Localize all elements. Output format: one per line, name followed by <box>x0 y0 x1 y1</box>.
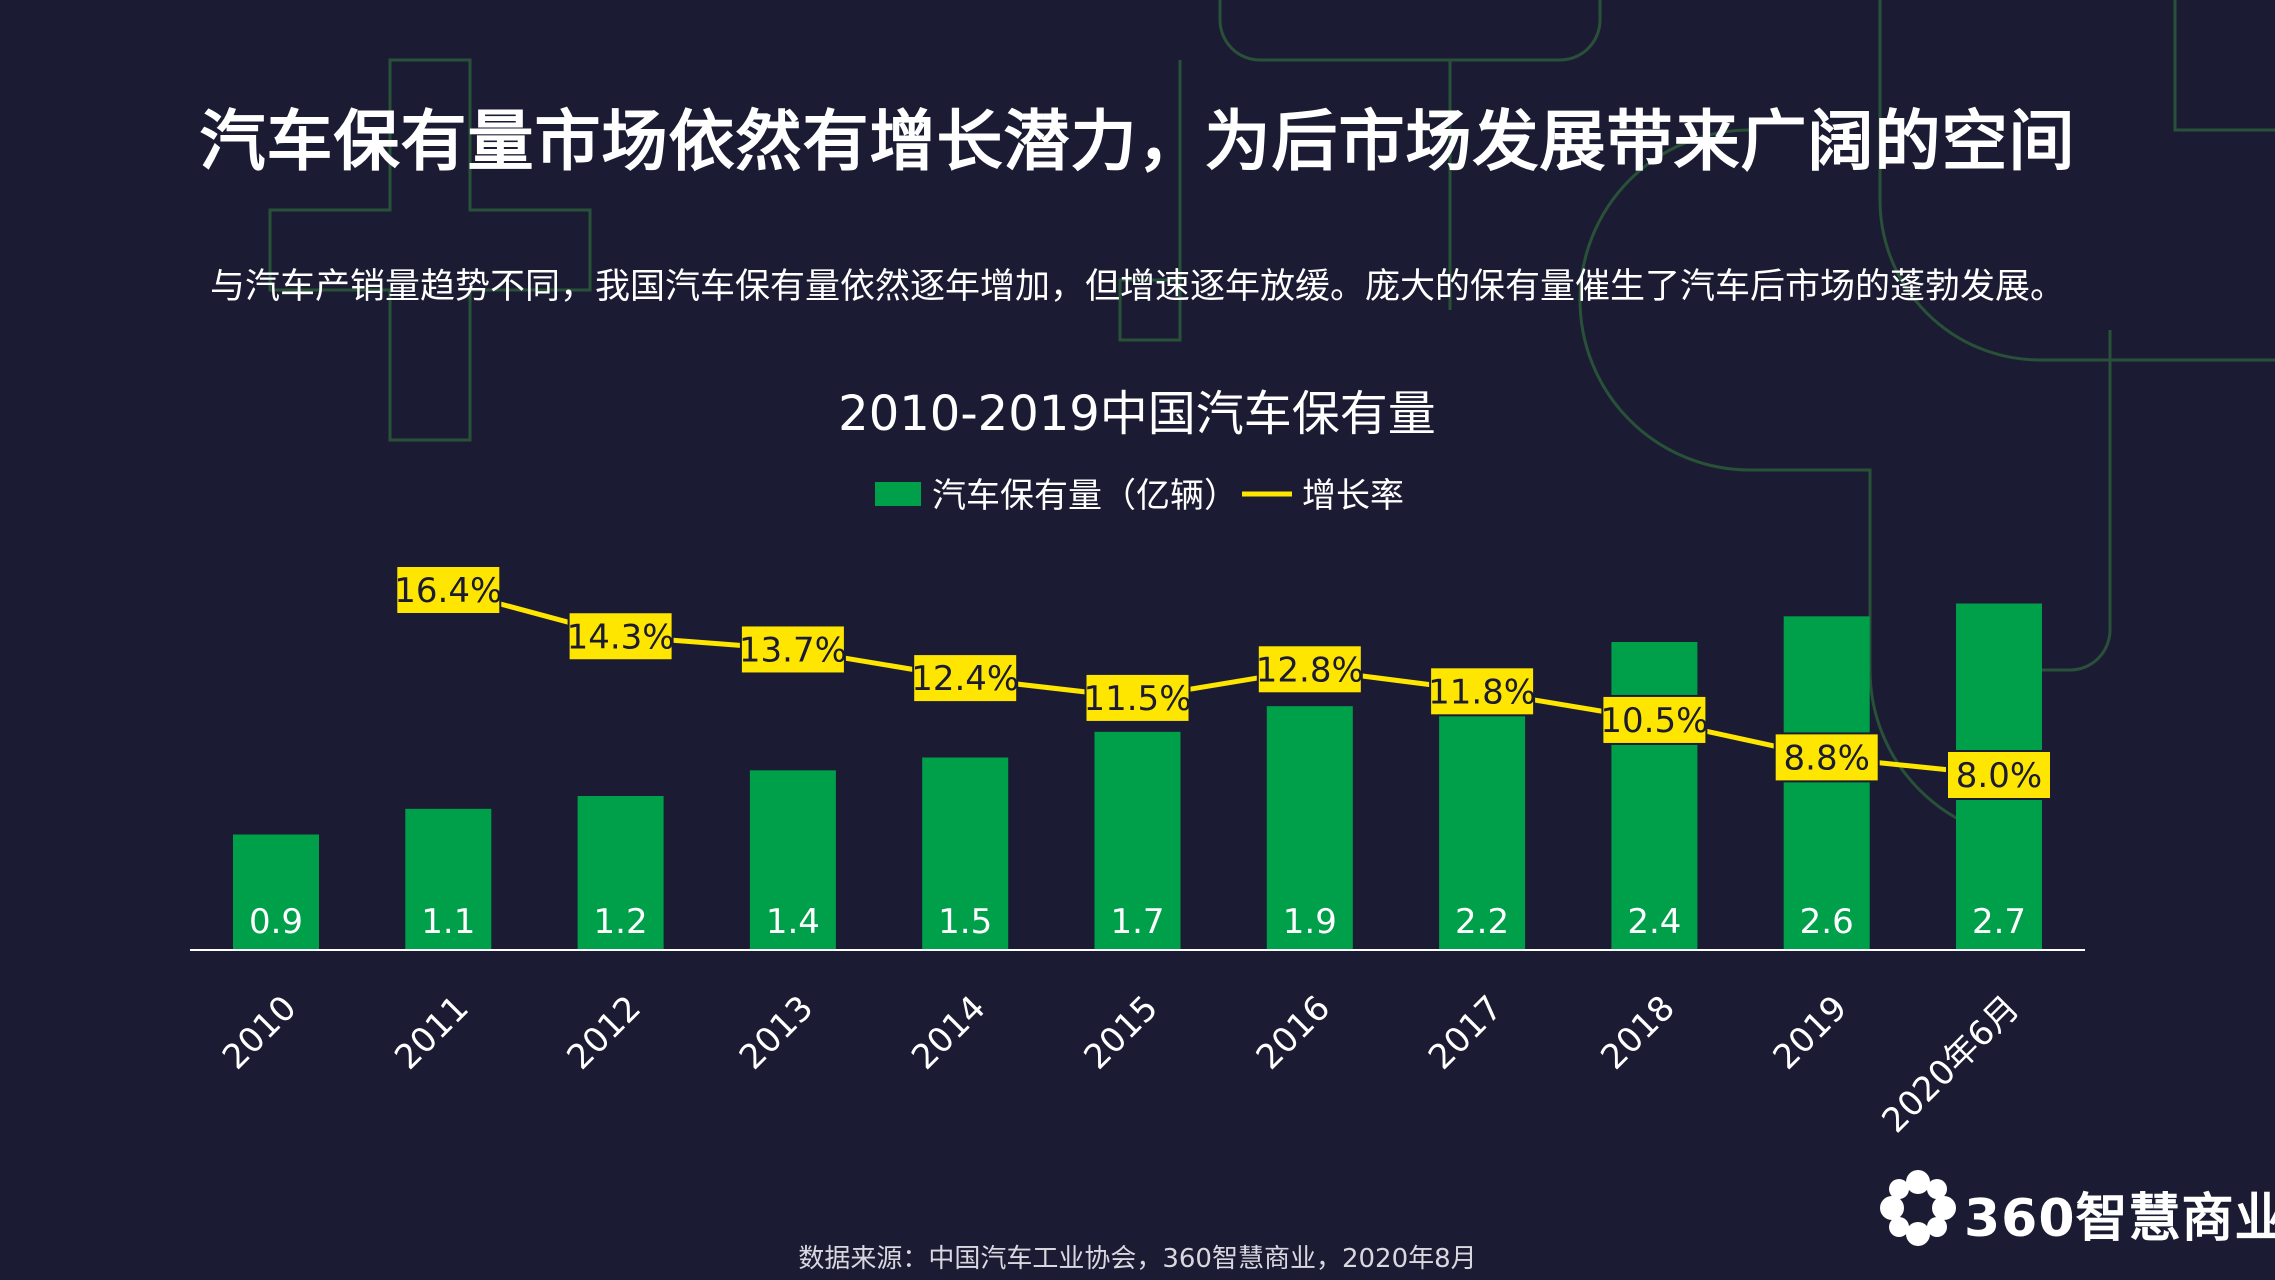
bar-value-label: 2.4 <box>1627 902 1681 942</box>
growth-rate-label: 11.5% <box>1083 679 1191 719</box>
x-tick-label: 2010 <box>215 988 304 1077</box>
growth-rate-label-box <box>1429 666 1536 717</box>
x-tick-label: 2019 <box>1766 988 1855 1077</box>
bar-value-label: 1.7 <box>1110 902 1164 942</box>
bar-value-label: 2.7 <box>1972 902 2026 942</box>
growth-rate-label: 13.7% <box>739 630 847 670</box>
x-tick-label: 2018 <box>1593 988 1682 1077</box>
growth-rate-label: 16.4% <box>394 571 502 611</box>
x-tick-label: 2015 <box>1076 988 1165 1077</box>
x-tick-label: 2014 <box>904 988 993 1077</box>
bar <box>1094 731 1181 950</box>
growth-rate-line <box>447 587 2000 778</box>
bar-value-label: 1.4 <box>766 902 820 942</box>
x-tick-label: 2013 <box>732 988 821 1077</box>
growth-rate-label: 8.0% <box>1956 756 2042 796</box>
page-title: 汽车保有量市场依然有增长潜力，为后市场发展带来广阔的空间 <box>199 103 2076 180</box>
page-subtitle: 与汽车产销量趋势不同，我国汽车保有量依然逐年增加，但增速逐年放缓。庞大的保有量催… <box>209 267 2065 307</box>
growth-rate-label-box <box>739 624 846 675</box>
growth-rate-label: 12.8% <box>1256 650 1364 690</box>
bar <box>405 808 492 950</box>
logo-text: 360智慧商业 <box>1964 1189 2275 1249</box>
bar-value-label: 2.2 <box>1455 902 1509 942</box>
growth-rate-label-box <box>912 653 1019 704</box>
brand-logo: 360智慧商业 <box>1878 1168 2275 1249</box>
bar <box>233 834 319 950</box>
bar <box>749 770 836 950</box>
bar <box>1611 642 1698 950</box>
x-tick-label: 2020年6月 <box>1875 988 2028 1141</box>
bar <box>922 757 1009 950</box>
x-tick-label: 2011 <box>387 988 476 1077</box>
growth-rate-label-box <box>1084 672 1191 723</box>
growth-rate-label-box <box>395 565 502 615</box>
growth-rate-label: 11.8% <box>1428 672 1536 712</box>
chart-title: 2010-2019中国汽车保有量 <box>838 386 1436 442</box>
legend-swatch-bar <box>875 482 921 506</box>
bar-value-label: 1.1 <box>421 902 475 942</box>
bar-value-label: 2.6 <box>1800 902 1854 942</box>
x-tick-label: 2012 <box>559 988 648 1077</box>
growth-rate-label-box <box>1946 750 2052 800</box>
legend-label-line: 增长率 <box>1302 476 1404 516</box>
growth-rate-label: 8.8% <box>1784 738 1870 778</box>
bar-value-label: 1.5 <box>938 902 992 942</box>
bar-value-label: 0.9 <box>249 902 303 942</box>
growth-rate-label-box <box>1256 644 1363 695</box>
bar <box>577 796 664 950</box>
bar <box>1783 616 1870 950</box>
legend-label-bar: 汽车保有量（亿辆） <box>932 476 1238 516</box>
bar-value-label: 1.2 <box>594 902 648 942</box>
growth-rate-label-box <box>1773 732 1880 783</box>
flower-logo-icon <box>1880 1170 1956 1246</box>
x-tick-label: 2017 <box>1421 988 1510 1077</box>
growth-rate-label: 14.3% <box>567 617 675 657</box>
bar <box>1266 706 1353 950</box>
growth-rate-label: 10.5% <box>1600 701 1708 741</box>
bar-value-label: 1.9 <box>1283 902 1337 942</box>
x-tick-label: 2016 <box>1249 988 1338 1077</box>
data-source-note: 数据来源：中国汽车工业协会，360智慧商业，2020年8月 <box>798 1244 1477 1274</box>
growth-rate-label-box <box>1601 694 1708 745</box>
growth-rate-label-box <box>567 611 674 662</box>
growth-rate-label: 12.4% <box>911 659 1019 699</box>
